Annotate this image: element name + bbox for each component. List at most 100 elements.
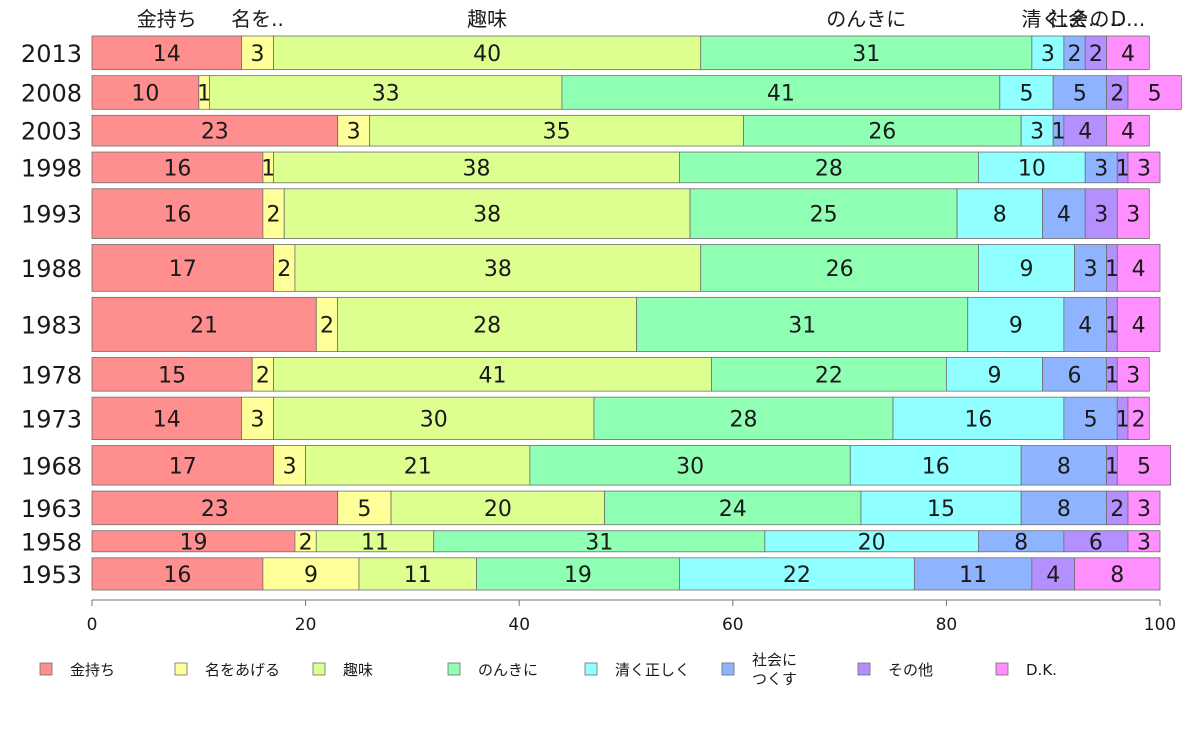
bar-segment [593,396,894,440]
bar-segment [337,114,371,147]
segment-value-label: 19 [179,530,207,555]
bar-segment [273,357,712,392]
segment-value-label: 17 [169,257,197,282]
segment-value-label: 1 [1116,407,1130,432]
segment-value-label: 40 [473,42,501,67]
bar-segment [91,396,242,440]
segment-value-label: 28 [729,407,757,432]
bar-segment [1116,445,1172,486]
segment-value-label: 16 [163,203,191,228]
year-label: 1978 [21,361,82,389]
x-tick-label: 80 [936,615,958,635]
bar-segment [91,188,264,239]
legend-label: D.K. [1026,661,1057,679]
bar-segment [1127,151,1161,184]
segment-value-label: 16 [163,156,191,181]
segment-value-label: 31 [585,530,613,555]
segment-value-label: 1 [1052,120,1066,145]
bar-segment [860,490,1022,526]
bar-segment [892,396,1065,440]
segment-value-label: 25 [810,203,838,228]
segment-value-label: 4 [1132,313,1146,338]
segment-value-label: 31 [852,42,880,67]
bar-segment [1052,75,1107,110]
bar-segment [305,445,531,486]
segment-value-label: 1 [1105,363,1119,388]
bar-segment [1074,557,1161,591]
segment-value-label: 16 [964,407,992,432]
bar-segment [273,445,306,486]
segment-value-label: 5 [1148,81,1162,106]
segment-value-label: 3 [1137,497,1151,522]
top-category-label: 名を.. [231,7,284,31]
segment-value-label: 3 [1084,257,1098,282]
bar-segment [1116,188,1150,239]
segment-value-label: 22 [815,363,843,388]
bar-segment [1116,357,1150,392]
bar-segment [636,296,969,352]
segment-value-label: 11 [361,530,389,555]
segment-value-label: 20 [858,530,886,555]
bar-segment [999,75,1054,110]
segment-value-label: 3 [1137,156,1151,181]
bar-segment [529,445,851,486]
segment-value-label: 1 [1105,313,1119,338]
bar-segment [91,75,200,110]
segment-value-label: 14 [153,42,181,67]
bar-segment [241,396,274,440]
segment-value-label: 30 [676,454,704,479]
segment-value-label: 3 [1137,530,1151,555]
legend-label: その他 [888,661,933,679]
segment-value-label: 3 [251,407,265,432]
segment-value-label: 4 [1121,42,1135,67]
segment-value-label: 3 [347,120,361,145]
legend-label: 社会につくす [752,651,797,688]
year-label: 1953 [21,561,82,589]
bar-segment [91,357,253,392]
segment-value-label: 2 [1132,407,1146,432]
segment-value-label: 8 [1014,530,1028,555]
bar-segment [1127,75,1182,110]
segment-value-label: 6 [1089,530,1103,555]
bar-segment [209,75,563,110]
top-category-label: 金持ち [137,7,197,31]
segment-value-label: 3 [1041,42,1055,67]
segment-value-label: 9 [304,563,318,588]
segment-value-label: 2 [1089,42,1103,67]
segment-value-label: 4 [1057,203,1071,228]
segment-value-label: 2 [1110,81,1124,106]
segment-value-label: 1 [1105,257,1119,282]
legend-label: 趣味 [343,661,373,679]
segment-value-label: 23 [201,497,229,522]
segment-value-label: 8 [993,203,1007,228]
bar-segment [91,35,242,71]
segment-value-label: 26 [826,257,854,282]
bar-segment [91,557,264,591]
bar-segment [1116,296,1161,352]
bar-segment [337,490,392,526]
bar-segment [1020,490,1107,526]
segment-value-label: 5 [1020,81,1034,106]
segment-value-label: 30 [420,407,448,432]
segment-value-label: 1 [1105,454,1119,479]
bar-segment [711,357,947,392]
bar-segment [1063,296,1108,352]
segment-value-label: 33 [372,81,400,106]
segment-value-label: 5 [1084,407,1098,432]
top-category-label: 社会.. [1048,7,1101,31]
bar-segment [369,114,744,147]
segment-value-label: 9 [987,363,1001,388]
segment-value-label: 41 [767,81,795,106]
bar-segment [476,557,680,591]
segment-value-label: 3 [1126,203,1140,228]
year-label: 2003 [21,118,82,146]
year-label: 2013 [21,40,82,68]
segment-value-label: 4 [1078,120,1092,145]
segment-value-label: 2 [1110,497,1124,522]
bar-segment [743,114,1022,147]
bar-segment [262,557,360,591]
x-tick-label: 60 [722,615,744,635]
bar-segment [1042,357,1108,392]
segment-value-label: 41 [479,363,507,388]
